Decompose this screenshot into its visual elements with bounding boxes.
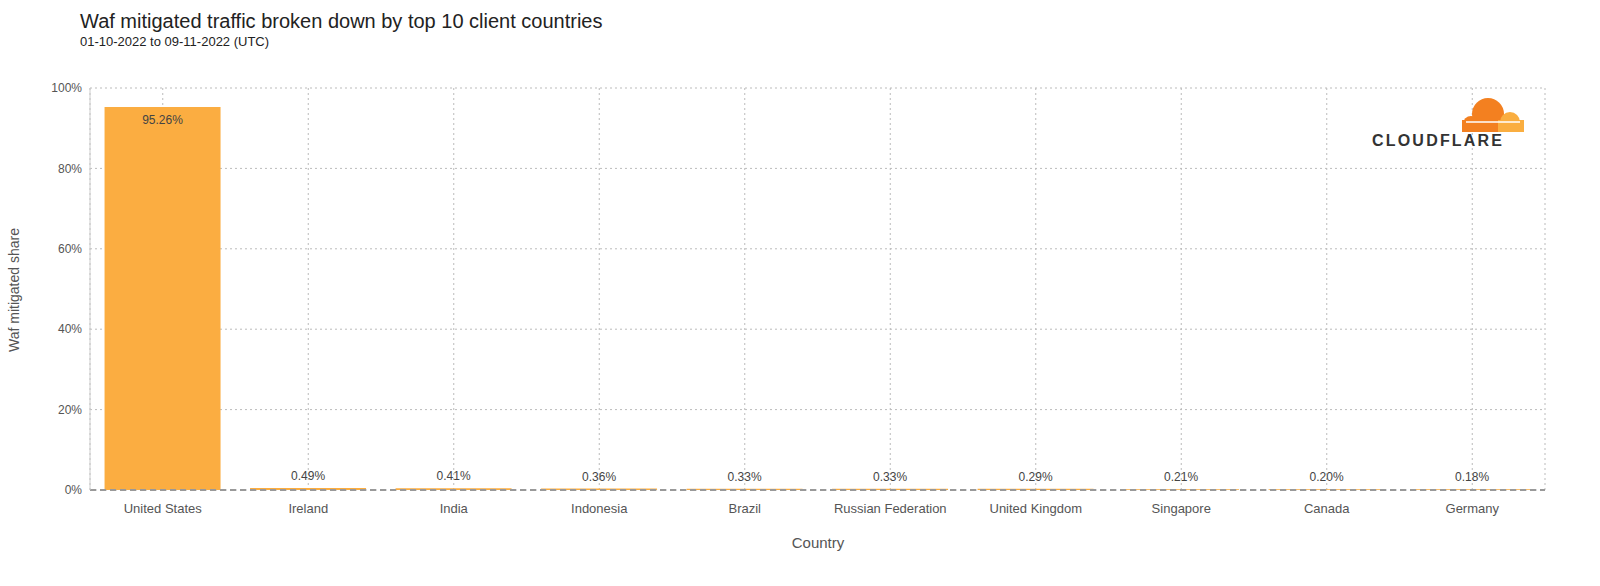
svg-text:100%: 100%: [51, 81, 82, 95]
svg-text:Singapore: Singapore: [1152, 501, 1211, 516]
svg-text:Brazil: Brazil: [728, 501, 761, 516]
svg-text:0.21%: 0.21%: [1164, 470, 1198, 484]
svg-text:United Kingdom: United Kingdom: [990, 501, 1083, 516]
svg-text:20%: 20%: [58, 403, 82, 417]
html-text:Waf mitigated share: Waf mitigated share: [6, 228, 22, 352]
svg-text:60%: 60%: [58, 242, 82, 256]
svg-text:United States: United States: [124, 501, 203, 516]
svg-text:Ireland: Ireland: [288, 501, 328, 516]
svg-text:80%: 80%: [58, 162, 82, 176]
html-text:01-10-2022 to 09-11-2022 (UTC): 01-10-2022 to 09-11-2022 (UTC): [80, 34, 270, 49]
svg-text:Russian Federation: Russian Federation: [834, 501, 947, 516]
svg-text:0.33%: 0.33%: [728, 470, 762, 484]
svg-text:0.18%: 0.18%: [1455, 470, 1489, 484]
svg-text:Canada: Canada: [1304, 501, 1350, 516]
html-text:CLOUDFLARE: CLOUDFLARE: [1372, 132, 1505, 149]
svg-text:0.36%: 0.36%: [582, 470, 616, 484]
svg-text:India: India: [440, 501, 469, 516]
svg-text:40%: 40%: [58, 322, 82, 336]
svg-text:0.20%: 0.20%: [1310, 470, 1344, 484]
svg-text:Indonesia: Indonesia: [571, 501, 628, 516]
svg-text:0.41%: 0.41%: [437, 469, 471, 483]
svg-text:0.49%: 0.49%: [291, 469, 325, 483]
svg-text:0%: 0%: [65, 483, 83, 497]
svg-text:95.26%: 95.26%: [142, 113, 183, 127]
html-text:Waf mitigated traffic broken d: Waf mitigated traffic broken down by top…: [80, 10, 603, 32]
svg-text:0.33%: 0.33%: [873, 470, 907, 484]
svg-text:Germany: Germany: [1446, 501, 1500, 516]
html-text:Country: Country: [791, 534, 845, 551]
svg-text:0.29%: 0.29%: [1019, 470, 1053, 484]
